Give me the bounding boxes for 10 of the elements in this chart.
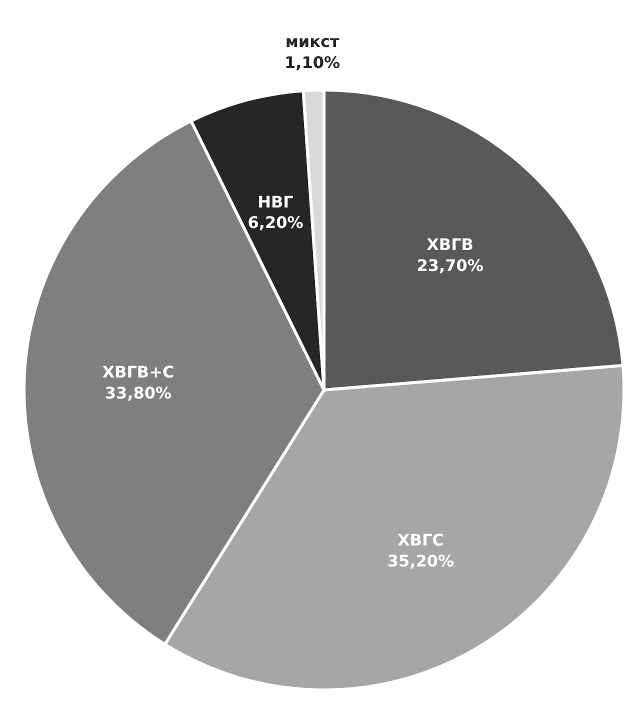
slice-label: НВГ bbox=[258, 192, 294, 212]
data-label: 35,20% bbox=[387, 551, 454, 570]
slice-label: ХВГВ bbox=[426, 235, 474, 254]
data-label: 6,20% bbox=[248, 213, 304, 232]
data-label: 33,80% bbox=[104, 383, 172, 402]
slice-label: микст bbox=[285, 32, 340, 52]
data-label: 23,70% bbox=[416, 256, 484, 275]
slice-label: ХВГВ+С bbox=[102, 362, 174, 382]
slice-label: ХВГС bbox=[397, 530, 444, 550]
data-label: 1,10% bbox=[284, 52, 340, 72]
